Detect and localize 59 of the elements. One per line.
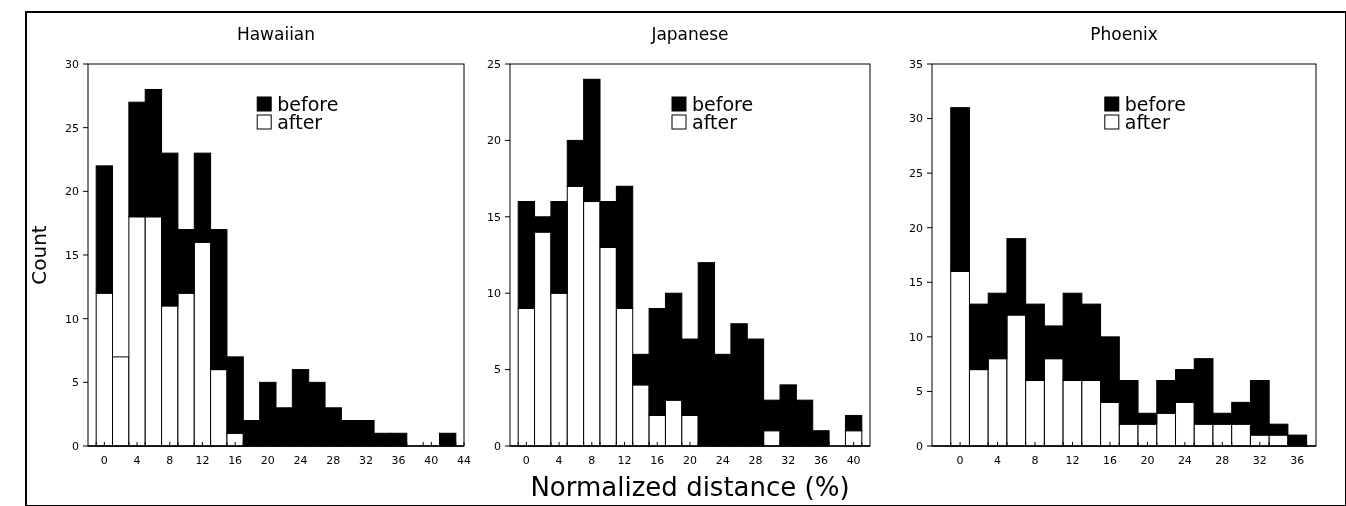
x-tick-label: 12: [195, 454, 210, 467]
x-tick-label: 36: [1290, 454, 1305, 467]
chart-title: Hawaiian: [236, 24, 316, 44]
x-tick-label: 40: [846, 454, 861, 467]
y-tick-label: 25: [65, 121, 79, 135]
x-tick-label: 36: [813, 454, 828, 467]
y-tick-label: 20: [487, 134, 501, 148]
y-tick-label: 5: [494, 363, 501, 377]
x-tick-label: 20: [1140, 454, 1155, 467]
x-tick-label: 20: [683, 454, 697, 467]
x-tick-label: 24: [293, 454, 308, 467]
y-tick-label: 0: [916, 439, 923, 453]
x-tick-label: 0: [522, 454, 530, 467]
y-tick-label: 10: [487, 287, 501, 301]
x-tick-label: 24: [1177, 454, 1192, 467]
y-tick-label: 0: [494, 439, 501, 453]
x-tick-label: 24: [715, 454, 730, 467]
x-axis-title: Normalized distance (%): [530, 472, 850, 502]
x-tick-label: 16: [650, 454, 665, 467]
y-tick-label: 5: [72, 376, 79, 390]
x-tick-label: 40: [424, 454, 439, 467]
y-tick-label: 25: [909, 166, 923, 180]
x-tick-label: 4: [994, 454, 1002, 467]
y-tick-label: 30: [909, 112, 923, 126]
x-tick-label: 32: [1252, 454, 1267, 467]
y-tick-label: 10: [65, 312, 79, 326]
x-tick-label: 32: [358, 454, 373, 467]
x-tick-label: 28: [1215, 454, 1230, 467]
x-tick-label: 4: [555, 454, 563, 467]
x-tick-label: 4: [133, 454, 141, 467]
chart-title: Japanese: [650, 24, 729, 44]
y-tick-label: 20: [909, 221, 923, 235]
x-tick-label: 28: [748, 454, 763, 467]
y-tick-label: 20: [65, 185, 79, 199]
y-tick-label: 0: [72, 439, 79, 453]
y-tick-label: 30: [65, 57, 79, 71]
x-tick-label: 8: [1031, 454, 1039, 467]
x-tick-label: 32: [781, 454, 796, 467]
x-tick-label: 12: [617, 454, 632, 467]
x-tick-label: 44: [457, 454, 471, 467]
y-tick-label: 15: [487, 210, 501, 224]
y-tick-label: 10: [909, 330, 923, 344]
x-tick-label: 28: [326, 454, 341, 467]
y-tick-label: 35: [909, 57, 923, 71]
y-axis-title: Count: [27, 225, 51, 285]
x-tick-label: 36: [391, 454, 406, 467]
x-tick-label: 0: [100, 454, 108, 467]
x-tick-label: 16: [228, 454, 243, 467]
chart-title: Phoenix: [1090, 24, 1158, 44]
x-tick-label: 8: [588, 454, 596, 467]
y-tick-label: 15: [909, 276, 923, 290]
x-tick-label: 16: [1102, 454, 1117, 467]
x-tick-label: 20: [260, 454, 275, 467]
y-tick-label: 25: [487, 57, 501, 71]
x-tick-label: 8: [166, 454, 174, 467]
y-tick-label: 15: [65, 248, 79, 262]
y-tick-label: 5: [916, 385, 923, 399]
x-tick-label: 12: [1065, 454, 1080, 467]
x-tick-label: 0: [956, 454, 964, 467]
